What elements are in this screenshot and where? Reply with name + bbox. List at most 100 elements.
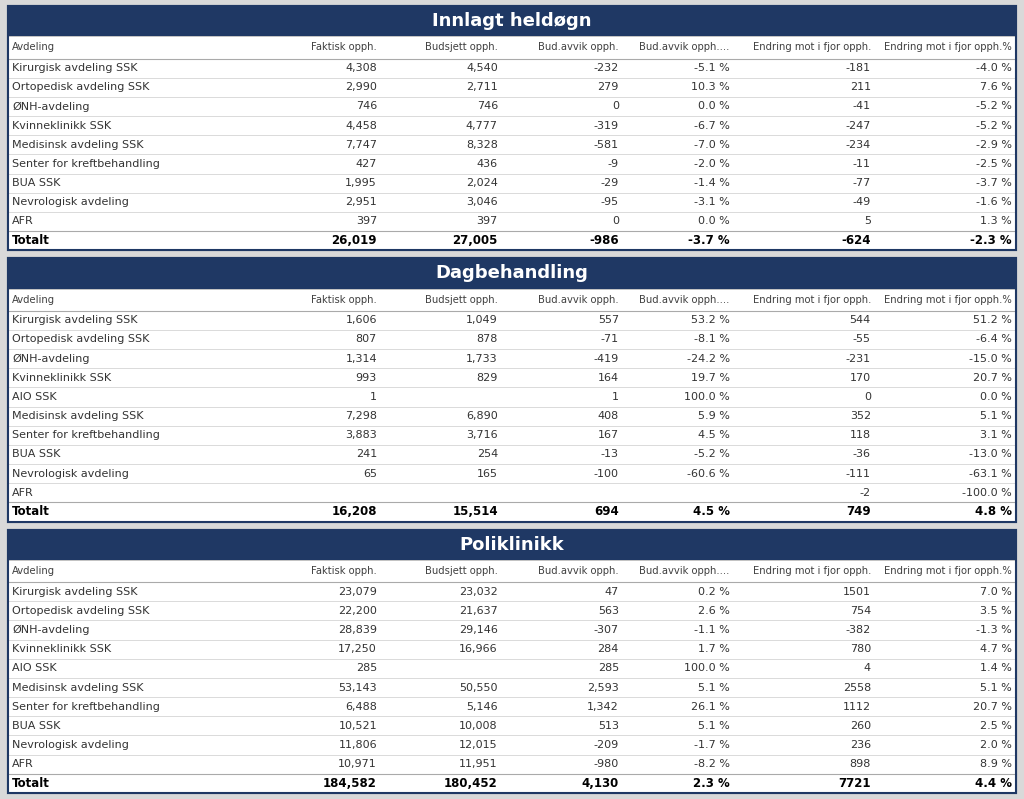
Text: 5,146: 5,146 xyxy=(466,702,498,712)
Text: Kvinneklinikk SSK: Kvinneklinikk SSK xyxy=(12,121,112,130)
Bar xyxy=(8,78,1016,97)
Text: 20.7 %: 20.7 % xyxy=(973,373,1012,383)
Text: 898: 898 xyxy=(850,759,870,769)
Text: 4.8 %: 4.8 % xyxy=(975,506,1012,519)
Text: 285: 285 xyxy=(598,663,618,674)
Text: 408: 408 xyxy=(598,411,618,421)
Text: 754: 754 xyxy=(850,606,870,616)
Text: 513: 513 xyxy=(598,721,618,731)
Text: 0.0 %: 0.0 % xyxy=(980,392,1012,402)
Text: -2: -2 xyxy=(860,488,870,498)
Text: -419: -419 xyxy=(594,354,618,364)
Text: 26,019: 26,019 xyxy=(332,234,377,247)
Text: AIO SSK: AIO SSK xyxy=(12,392,56,402)
Text: 1.3 %: 1.3 % xyxy=(980,217,1012,226)
Text: ØNH-avdeling: ØNH-avdeling xyxy=(12,101,89,112)
Text: 1,606: 1,606 xyxy=(345,316,377,325)
Text: 1,314: 1,314 xyxy=(345,354,377,364)
Text: 10,521: 10,521 xyxy=(338,721,377,731)
Text: 23,079: 23,079 xyxy=(338,586,377,597)
Text: -1.1 %: -1.1 % xyxy=(694,625,730,635)
Bar xyxy=(8,193,1016,212)
Text: -5.2 %: -5.2 % xyxy=(976,121,1012,130)
Text: -980: -980 xyxy=(594,759,618,769)
Text: 4,458: 4,458 xyxy=(345,121,377,130)
Bar xyxy=(8,697,1016,716)
Bar xyxy=(8,58,1016,78)
Text: -4.0 %: -4.0 % xyxy=(976,63,1012,73)
Text: -624: -624 xyxy=(842,234,870,247)
Text: 10,971: 10,971 xyxy=(338,759,377,769)
Text: 829: 829 xyxy=(476,373,498,383)
Text: 12,015: 12,015 xyxy=(460,740,498,750)
Text: -63.1 %: -63.1 % xyxy=(970,469,1012,479)
Text: -247: -247 xyxy=(846,121,870,130)
Text: 118: 118 xyxy=(850,431,870,440)
Text: -8.1 %: -8.1 % xyxy=(694,335,730,344)
Bar xyxy=(8,258,1016,522)
Text: AFR: AFR xyxy=(12,759,34,769)
Text: Faktisk opph.: Faktisk opph. xyxy=(311,566,377,576)
Text: -100.0 %: -100.0 % xyxy=(963,488,1012,498)
Text: 4.4 %: 4.4 % xyxy=(975,777,1012,790)
Text: 260: 260 xyxy=(850,721,870,731)
Text: AIO SSK: AIO SSK xyxy=(12,663,56,674)
Text: Bud.avvik opph....: Bud.avvik opph.... xyxy=(639,566,730,576)
Text: 1.7 %: 1.7 % xyxy=(698,644,730,654)
Bar xyxy=(8,426,1016,445)
Text: -2.0 %: -2.0 % xyxy=(694,159,730,169)
Text: -3.7 %: -3.7 % xyxy=(976,178,1012,188)
Bar xyxy=(8,231,1016,250)
Text: -3.1 %: -3.1 % xyxy=(694,197,730,207)
Text: 0.0 %: 0.0 % xyxy=(698,217,730,226)
Text: 3.5 %: 3.5 % xyxy=(980,606,1012,616)
Bar xyxy=(8,407,1016,426)
Text: 2.5 %: 2.5 % xyxy=(980,721,1012,731)
Bar xyxy=(8,602,1016,621)
Text: BUA SSK: BUA SSK xyxy=(12,178,60,188)
Text: 22,200: 22,200 xyxy=(338,606,377,616)
Text: 100.0 %: 100.0 % xyxy=(684,392,730,402)
Text: 16,208: 16,208 xyxy=(332,506,377,519)
Text: -2.3 %: -2.3 % xyxy=(971,234,1012,247)
Text: 2558: 2558 xyxy=(843,682,870,693)
Text: 1.4 %: 1.4 % xyxy=(980,663,1012,674)
Text: -49: -49 xyxy=(853,197,870,207)
Text: 2.0 %: 2.0 % xyxy=(980,740,1012,750)
Text: -13.0 %: -13.0 % xyxy=(970,450,1012,459)
Text: 780: 780 xyxy=(850,644,870,654)
Text: 2,593: 2,593 xyxy=(587,682,618,693)
Text: -1.4 %: -1.4 % xyxy=(694,178,730,188)
Text: -6.7 %: -6.7 % xyxy=(694,121,730,130)
Text: Endring mot i fjor opph.: Endring mot i fjor opph. xyxy=(753,295,870,304)
Text: 29,146: 29,146 xyxy=(459,625,498,635)
Text: Ortopedisk avdeling SSK: Ortopedisk avdeling SSK xyxy=(12,335,150,344)
Text: 5.1 %: 5.1 % xyxy=(698,682,730,693)
Text: 2,990: 2,990 xyxy=(345,82,377,92)
Text: -5.2 %: -5.2 % xyxy=(694,450,730,459)
Text: 4,540: 4,540 xyxy=(466,63,498,73)
Bar xyxy=(8,173,1016,193)
Text: -77: -77 xyxy=(853,178,870,188)
Text: Kirurgisk avdeling SSK: Kirurgisk avdeling SSK xyxy=(12,586,137,597)
Text: 51.2 %: 51.2 % xyxy=(973,316,1012,325)
Text: 7,747: 7,747 xyxy=(345,140,377,149)
Text: 47: 47 xyxy=(604,586,618,597)
Text: 19.7 %: 19.7 % xyxy=(691,373,730,383)
Text: -5.2 %: -5.2 % xyxy=(976,101,1012,111)
Text: 2,024: 2,024 xyxy=(466,178,498,188)
Text: 0.2 %: 0.2 % xyxy=(698,586,730,597)
Text: Bud.avvik opph.: Bud.avvik opph. xyxy=(539,566,618,576)
Text: Bud.avvik opph....: Bud.avvik opph.... xyxy=(639,295,730,304)
Text: Bud.avvik opph....: Bud.avvik opph.... xyxy=(639,42,730,53)
Text: 27,005: 27,005 xyxy=(453,234,498,247)
Text: 4.5 %: 4.5 % xyxy=(698,431,730,440)
Text: Ortopedisk avdeling SSK: Ortopedisk avdeling SSK xyxy=(12,82,150,92)
Text: 427: 427 xyxy=(355,159,377,169)
Text: -41: -41 xyxy=(853,101,870,111)
Text: Ortopedisk avdeling SSK: Ortopedisk avdeling SSK xyxy=(12,606,150,616)
Bar xyxy=(8,445,1016,464)
Text: -6.4 %: -6.4 % xyxy=(976,335,1012,344)
Text: 557: 557 xyxy=(598,316,618,325)
Text: Poliklinikk: Poliklinikk xyxy=(460,536,564,554)
